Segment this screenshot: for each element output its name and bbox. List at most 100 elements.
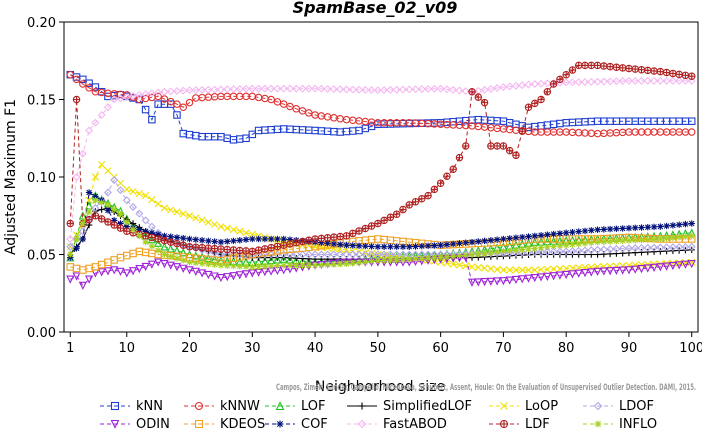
data-point (688, 232, 695, 240)
data-point (619, 250, 626, 257)
data-point (656, 76, 665, 85)
data-point (431, 254, 438, 262)
data-point (606, 245, 615, 254)
data-point (110, 221, 118, 229)
data-point (675, 76, 684, 85)
data-point (505, 146, 514, 155)
data-point (594, 238, 601, 246)
data-point (531, 232, 538, 240)
data-point (279, 84, 288, 93)
data-point (681, 260, 690, 269)
data-point (506, 235, 513, 242)
data-point (581, 251, 589, 258)
data-point (618, 266, 627, 275)
x-axis-label: Neighborhood size (315, 379, 445, 395)
series-odin (66, 253, 696, 290)
data-point (110, 266, 119, 275)
data-point (154, 238, 163, 247)
data-point (606, 238, 614, 245)
data-point (512, 246, 520, 254)
data-point (550, 243, 557, 250)
data-point (669, 69, 677, 78)
data-point (562, 70, 570, 79)
data-point (637, 265, 646, 274)
data-point (217, 223, 225, 231)
data-point (154, 235, 162, 243)
data-point (194, 419, 204, 429)
data-point (292, 238, 301, 247)
data-point (519, 246, 526, 253)
x-tick-label: 90 (621, 341, 638, 356)
data-point (73, 245, 80, 252)
data-point (336, 250, 345, 259)
data-point (129, 202, 138, 211)
data-point (103, 267, 113, 276)
data-point (663, 222, 670, 230)
data-point (374, 219, 382, 228)
data-point (343, 242, 350, 249)
data-point (500, 248, 507, 255)
y-tick-label: 0.10 (27, 171, 56, 186)
data-point (141, 262, 150, 272)
data-point (474, 278, 483, 287)
data-point (499, 142, 508, 150)
data-point (210, 272, 219, 281)
data-point (562, 264, 570, 273)
data-point (98, 206, 105, 213)
data-point (392, 85, 401, 94)
data-point (569, 228, 576, 236)
legend-item-ldof: LDOF (583, 399, 654, 414)
data-point (210, 85, 219, 94)
data-point (185, 86, 194, 95)
data-point (154, 200, 162, 208)
legend-label: SimplifiedLOF (383, 399, 472, 414)
legend-label: LDF (525, 417, 550, 432)
data-point (524, 274, 533, 283)
data-point (248, 84, 257, 93)
data-point (406, 243, 413, 250)
data-point (349, 229, 357, 238)
data-point (72, 272, 81, 281)
x-tick-label: 40 (307, 341, 324, 356)
data-point (612, 244, 621, 253)
data-point (600, 62, 608, 70)
data-point (650, 243, 659, 252)
data-point (148, 233, 156, 242)
data-point (348, 85, 357, 94)
data-point (229, 226, 238, 234)
data-point (512, 266, 520, 274)
data-point (361, 85, 370, 94)
data-point (210, 248, 219, 257)
data-point (656, 67, 665, 76)
data-point (480, 85, 489, 94)
data-point (304, 84, 313, 93)
data-point (323, 234, 332, 242)
data-point (273, 98, 282, 106)
data-point (179, 103, 188, 112)
data-point (217, 238, 225, 246)
data-point (486, 277, 495, 286)
data-point (91, 118, 100, 127)
data-point (192, 214, 200, 222)
data-point (66, 242, 75, 251)
data-point (110, 419, 120, 429)
data-point (556, 75, 564, 84)
data-point (91, 212, 100, 220)
data-point (449, 253, 457, 260)
data-point (625, 237, 633, 244)
data-point (211, 220, 219, 229)
watermark: Campos, Zimek, Sander, Campello, Micenko… (276, 383, 696, 393)
data-point (549, 247, 558, 256)
data-point (229, 272, 238, 281)
data-point (461, 87, 470, 96)
data-point (368, 258, 375, 265)
data-point (424, 242, 432, 250)
data-point (593, 61, 602, 70)
data-point (594, 226, 601, 233)
data-point (449, 85, 458, 94)
data-point (318, 261, 325, 269)
data-point (167, 206, 175, 214)
data-point (524, 80, 533, 89)
data-point (581, 227, 589, 235)
data-point (276, 420, 284, 428)
